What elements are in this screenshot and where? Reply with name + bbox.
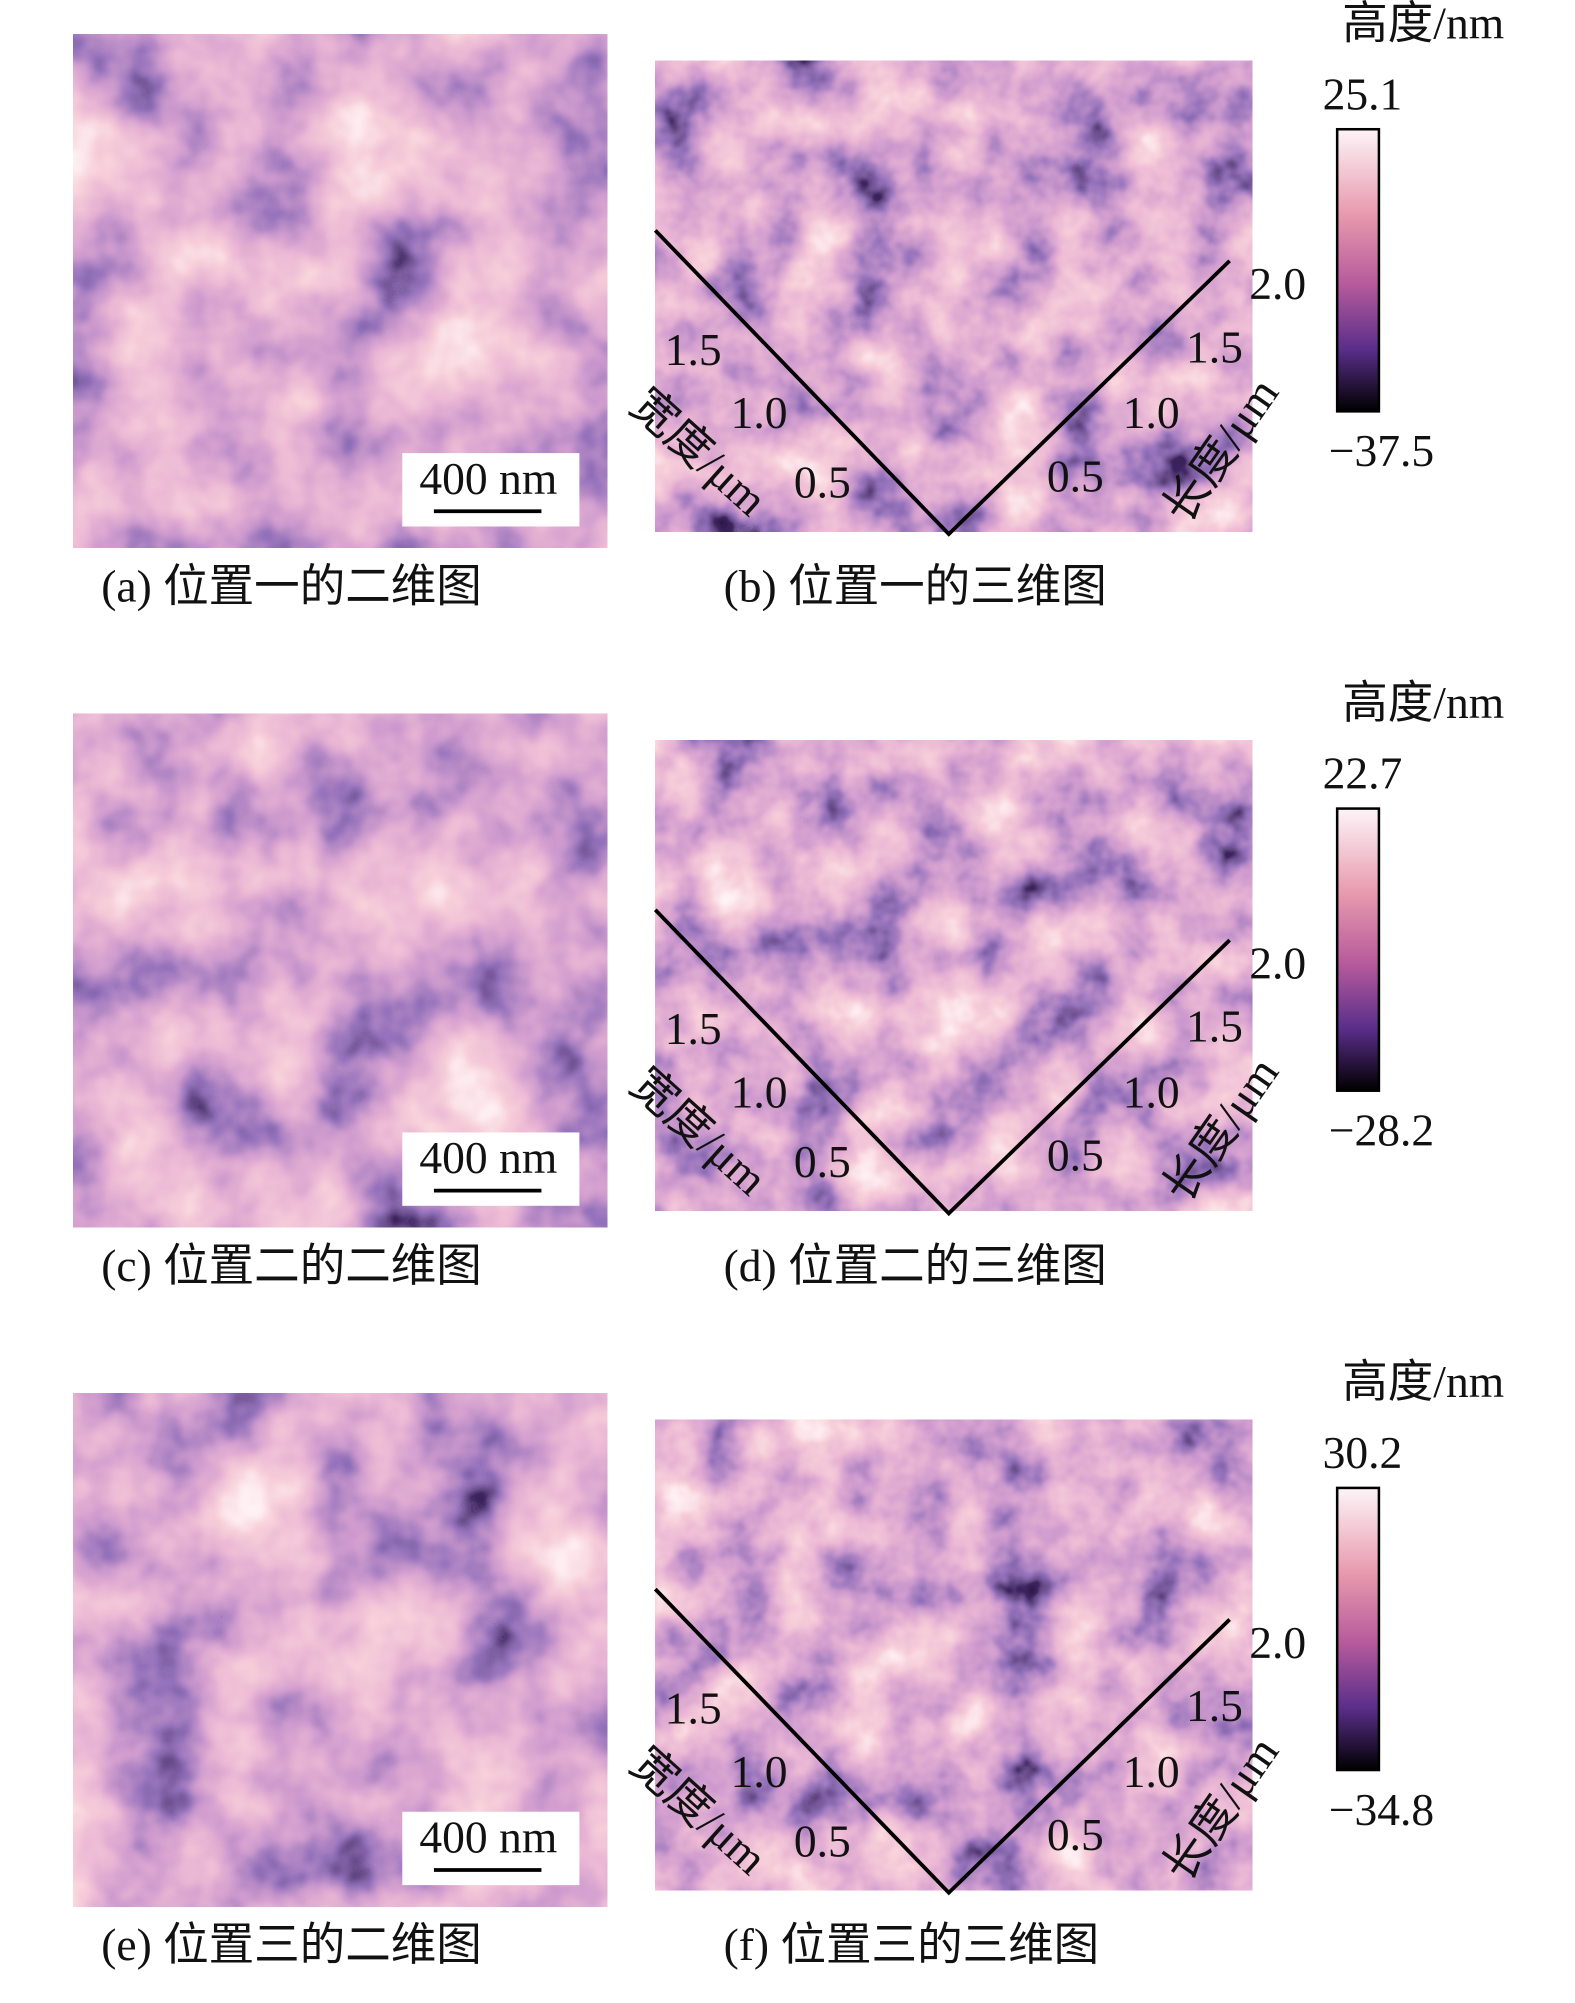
length-tick-label: 0.5 <box>1047 1809 1104 1860</box>
length-tick-label: 0.5 <box>1047 450 1104 501</box>
length-tick-label: 1.5 <box>1186 321 1243 372</box>
colorbar-title: 高度/nm <box>1342 0 1504 48</box>
length-tick-label: 0.5 <box>1047 1130 1104 1181</box>
caption-3d: (f) 位置三的三维图 <box>724 1919 1100 1970</box>
caption-2d: (e) 位置三的二维图 <box>101 1919 482 1970</box>
colorbar-max: 25.1 <box>1323 68 1403 119</box>
axis-frame <box>653 908 1231 1217</box>
length-tick-label: 1.5 <box>1186 1680 1243 1731</box>
length-tick-label: 2.0 <box>1249 937 1306 988</box>
colorbar <box>1335 127 1381 413</box>
width-tick-label: 1.5 <box>665 1003 722 1054</box>
caption-2d: (c) 位置二的二维图 <box>101 1240 482 1291</box>
width-tick-label: 0.5 <box>794 457 851 508</box>
colorbar <box>1335 1486 1381 1772</box>
length-tick-label: 1.0 <box>1123 1746 1180 1797</box>
width-tick-label: 1.0 <box>731 1746 788 1797</box>
width-tick-label: 1.5 <box>665 1683 722 1734</box>
colorbar-title: 高度/nm <box>1342 1356 1504 1407</box>
width-tick-label: 0.5 <box>794 1136 851 1187</box>
colorbar-max: 30.2 <box>1323 1427 1403 1478</box>
length-tick-label: 1.0 <box>1123 1066 1180 1117</box>
axis-frame <box>653 1587 1231 1896</box>
scalebar-label: 400 nm <box>419 1812 557 1863</box>
axis-frame <box>653 229 1231 537</box>
afm-3d-surface <box>655 740 1253 1211</box>
width-tick-label: 1.5 <box>665 324 722 375</box>
colorbar-max: 22.7 <box>1323 748 1403 799</box>
caption-3d: (d) 位置二的三维图 <box>724 1240 1107 1291</box>
afm-3d-surface <box>655 60 1253 532</box>
length-tick-label: 2.0 <box>1249 1617 1306 1668</box>
width-tick-label: 0.5 <box>794 1815 851 1866</box>
scalebar-label: 400 nm <box>419 1132 557 1183</box>
colorbar-min: −28.2 <box>1329 1104 1434 1155</box>
colorbar-title: 高度/nm <box>1342 677 1504 728</box>
caption-3d: (b) 位置一的三维图 <box>724 560 1107 611</box>
scalebar-box <box>402 1132 580 1206</box>
scalebar-label: 400 nm <box>419 453 557 504</box>
length-tick-label: 1.5 <box>1186 1001 1243 1052</box>
afm-3d-surface <box>655 1419 1253 1891</box>
length-tick-label: 2.0 <box>1249 258 1306 309</box>
caption-2d: (a) 位置一的二维图 <box>101 560 482 611</box>
colorbar-min: −34.8 <box>1329 1784 1434 1835</box>
width-tick-label: 1.0 <box>731 1066 788 1117</box>
scalebar-box <box>402 453 580 527</box>
length-tick-label: 1.0 <box>1123 387 1180 438</box>
colorbar-min: −37.5 <box>1329 425 1434 476</box>
width-tick-label: 1.0 <box>731 387 788 438</box>
scalebar-box <box>402 1811 580 1886</box>
colorbar <box>1335 807 1381 1092</box>
